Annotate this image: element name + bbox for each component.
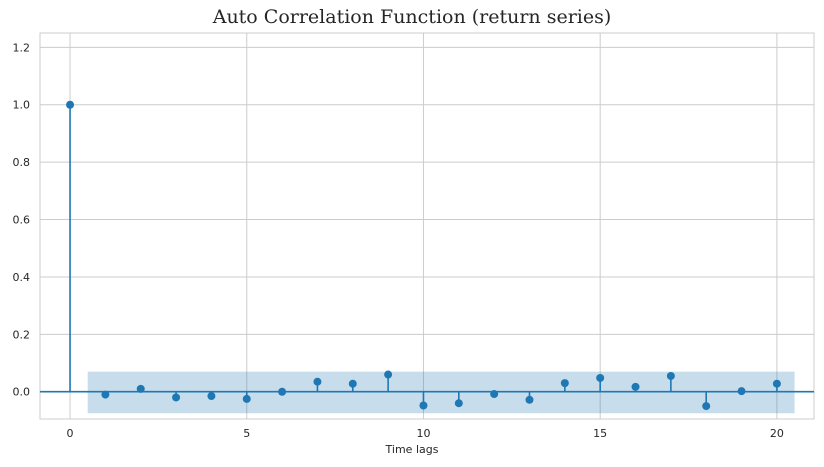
acf-point bbox=[101, 390, 110, 399]
acf-point bbox=[278, 387, 287, 396]
acf-point bbox=[384, 370, 393, 379]
plot-frame bbox=[39, 32, 815, 420]
y-tick-label: 0.6 bbox=[13, 214, 31, 227]
acf-point bbox=[490, 390, 499, 399]
acf-point bbox=[772, 379, 781, 388]
x-tick-label: 5 bbox=[243, 427, 250, 440]
acf-point bbox=[702, 402, 711, 411]
y-tick-label: 0.0 bbox=[13, 386, 31, 399]
x-tick-label: 10 bbox=[416, 427, 430, 440]
acf-point bbox=[560, 379, 569, 388]
acf-point bbox=[737, 387, 746, 396]
acf-point bbox=[207, 392, 216, 401]
y-tick-label: 0.8 bbox=[13, 156, 31, 169]
y-tick-label: 1.2 bbox=[13, 41, 31, 54]
y-tick-label: 0.4 bbox=[13, 271, 31, 284]
tick-label-layer: 0 5 10 15 20 0.0 0.2 0.4 0.6 0.8 1.0 1.2 bbox=[13, 41, 784, 440]
acf-point bbox=[525, 395, 534, 404]
acf-point bbox=[596, 373, 605, 382]
acf-point bbox=[136, 384, 145, 393]
x-tick-label: 20 bbox=[770, 427, 784, 440]
acf-point bbox=[66, 100, 75, 109]
x-tick-label: 15 bbox=[593, 427, 607, 440]
acf-point bbox=[631, 382, 640, 391]
grid-layer bbox=[39, 32, 815, 420]
acf-point bbox=[172, 393, 181, 402]
acf-point bbox=[242, 394, 251, 403]
x-tick-label: 0 bbox=[67, 427, 74, 440]
y-tick-label: 0.2 bbox=[13, 328, 31, 341]
acf-point bbox=[419, 401, 428, 410]
x-axis-label: Time lags bbox=[385, 443, 439, 456]
stem-layer bbox=[40, 100, 814, 411]
acf-point bbox=[454, 399, 463, 408]
y-tick-label: 1.0 bbox=[13, 99, 31, 112]
acf-point bbox=[666, 371, 675, 380]
chart-title: Auto Correlation Function (return series… bbox=[212, 6, 612, 28]
acf-point bbox=[348, 379, 357, 388]
acf-point bbox=[313, 377, 322, 386]
